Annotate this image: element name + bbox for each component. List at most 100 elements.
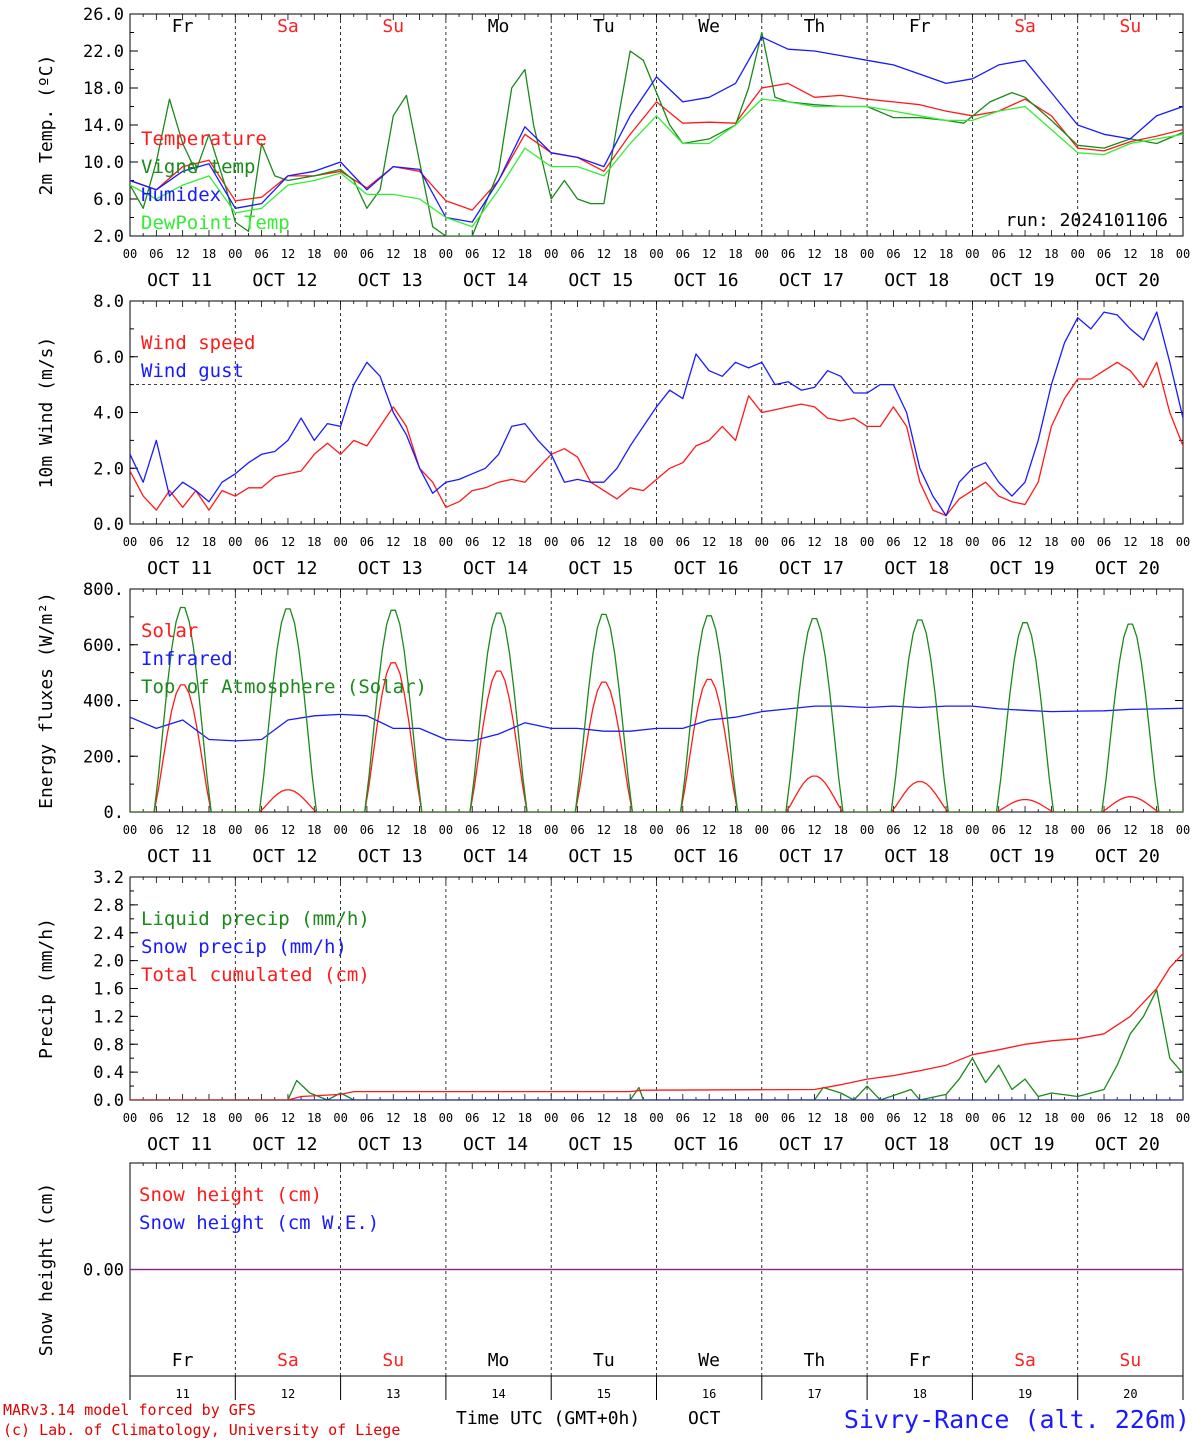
hour-tick-label: 06 <box>1097 535 1111 549</box>
y-tick-label: 2.0 <box>93 952 124 972</box>
hour-tick-label: 00 <box>1070 1111 1084 1125</box>
hour-tick-label: 12 <box>281 535 295 549</box>
y-tick-label: 2.0 <box>93 459 124 479</box>
date-label: OCT 20 <box>1095 846 1160 867</box>
hour-tick-label: 00 <box>965 1111 979 1125</box>
hour-tick-label: 12 <box>1123 1111 1137 1125</box>
hour-tick-label: 18 <box>307 1111 321 1125</box>
day-of-week-bottom: Tu <box>593 1350 615 1371</box>
hour-tick-label: 00 <box>1176 823 1190 837</box>
footer-copyright: (c) Lab. of Climatology, University of L… <box>3 1421 400 1439</box>
hour-tick-label: 18 <box>518 823 532 837</box>
hour-tick-label: 12 <box>386 823 400 837</box>
hour-tick-label: 18 <box>623 535 637 549</box>
hour-tick-label: 00 <box>439 1111 453 1125</box>
y-tick-label: 8.0 <box>93 292 124 312</box>
date-label: OCT 18 <box>884 270 949 291</box>
y-tick-label: 2.0 <box>93 227 124 247</box>
series-line-top-of-atmosphere-solar- <box>130 606 1183 812</box>
hour-tick-label: 06 <box>254 823 268 837</box>
date-label: OCT 13 <box>358 846 423 867</box>
series-line-dewpoint-temp <box>130 98 1183 228</box>
y-tick-label: 10.0 <box>83 153 124 173</box>
day-number: 20 <box>1123 1387 1137 1401</box>
hour-tick-label: 12 <box>913 247 927 261</box>
hour-tick-label: 18 <box>1149 247 1163 261</box>
series-line-wind-speed <box>130 361 1183 517</box>
hour-tick-label: 00 <box>649 535 663 549</box>
hour-tick-label: 06 <box>149 535 163 549</box>
hour-tick-label: 12 <box>386 1111 400 1125</box>
hour-tick-label: 06 <box>991 1111 1005 1125</box>
panel-3: 0. 200. 400. 600. 800. Energy fluxes (W/m²) So… <box>36 580 1190 867</box>
hour-tick-label: 18 <box>412 1111 426 1125</box>
date-label: OCT 12 <box>252 558 317 579</box>
hour-tick-label: 12 <box>491 823 505 837</box>
hour-tick-label: 00 <box>755 823 769 837</box>
day-number: 12 <box>281 1387 295 1401</box>
day-of-week-top: Th <box>804 16 826 37</box>
hour-tick-label: 06 <box>360 535 374 549</box>
hour-tick-label: 06 <box>676 1111 690 1125</box>
y-axis-label: Snow height (cm) <box>36 1183 57 1356</box>
panel-1: 2.0 6.0 10.0 14.0 18.0 22.0 26.0 2m Temp. (ºC) T… <box>36 5 1190 291</box>
day-number: 16 <box>702 1387 716 1401</box>
y-tick-label: 0.0 <box>93 515 124 535</box>
panels: 2.0 6.0 10.0 14.0 18.0 22.0 26.0 2m Temp. (ºC) T… <box>36 5 1190 1401</box>
hour-tick-label: 12 <box>597 247 611 261</box>
series-line-humidex <box>130 36 1183 223</box>
hour-tick-label: 12 <box>1018 247 1032 261</box>
date-label: OCT 15 <box>568 846 633 867</box>
legend-snow-precip-mm-h-: Snow precip (mm/h) <box>141 936 347 958</box>
location-title: Sivry-Rance (alt. 226m) <box>844 1405 1190 1434</box>
date-label: OCT 17 <box>779 1134 844 1155</box>
hour-tick-label: 00 <box>965 823 979 837</box>
day-of-week-bottom: Su <box>1120 1350 1142 1371</box>
y-tick-label: 800. <box>83 580 124 600</box>
hour-tick-label: 18 <box>1044 535 1058 549</box>
date-label: OCT 17 <box>779 846 844 867</box>
y-tick-label: 14.0 <box>83 116 124 136</box>
legend-snow-height-cm-: Snow height (cm) <box>139 1184 322 1206</box>
series-group <box>130 606 1183 812</box>
date-label: OCT 19 <box>990 270 1055 291</box>
series-group <box>130 31 1183 236</box>
panel-5: 0.00 Snow height (cm) Snow height (cm) Snow… <box>36 1162 1184 1377</box>
hour-tick-label: 12 <box>175 247 189 261</box>
hour-tick-label: 12 <box>491 535 505 549</box>
y-tick-label: 18.0 <box>83 79 124 99</box>
hour-tick-label: 12 <box>597 1111 611 1125</box>
hour-tick-label: 18 <box>518 1111 532 1125</box>
y-tick-label: 1.2 <box>93 1007 124 1027</box>
hour-tick-label: 18 <box>1044 247 1058 261</box>
hour-tick-label: 00 <box>755 1111 769 1125</box>
hour-tick-label: 12 <box>1018 535 1032 549</box>
y-tick-label: 600. <box>83 636 124 656</box>
hour-tick-label: 12 <box>1018 1111 1032 1125</box>
panel-2: 0.0 2.0 4.0 6.0 8.0 10m Wind (m/s) Wind speed W… <box>36 292 1190 579</box>
hour-tick-label: 06 <box>570 1111 584 1125</box>
hour-tick-label: 18 <box>728 1111 742 1125</box>
y-tick-label: 26.0 <box>83 5 124 25</box>
hour-tick-label: 06 <box>149 1111 163 1125</box>
hour-tick-label: 00 <box>1070 823 1084 837</box>
hour-tick-label: 18 <box>202 247 216 261</box>
hour-tick-label: 00 <box>544 247 558 261</box>
hour-tick-label: 00 <box>333 823 347 837</box>
hour-tick-label: 18 <box>834 1111 848 1125</box>
y-tick-label: 3.2 <box>93 868 124 888</box>
hour-tick-label: 00 <box>123 823 137 837</box>
hour-tick-label: 06 <box>781 247 795 261</box>
hour-tick-label: 18 <box>202 823 216 837</box>
hour-tick-label: 12 <box>281 247 295 261</box>
y-tick-label: 1.6 <box>93 980 124 1000</box>
hour-tick-label: 06 <box>465 535 479 549</box>
hour-tick-label: 06 <box>676 535 690 549</box>
hour-tick-label: 06 <box>781 823 795 837</box>
date-label: OCT 11 <box>147 270 212 291</box>
y-axis-label: 2m Temp. (ºC) <box>36 55 57 196</box>
date-label: OCT 13 <box>358 558 423 579</box>
y-tick-label: 400. <box>83 692 124 712</box>
hour-tick-label: 06 <box>465 823 479 837</box>
hour-tick-label: 18 <box>623 247 637 261</box>
